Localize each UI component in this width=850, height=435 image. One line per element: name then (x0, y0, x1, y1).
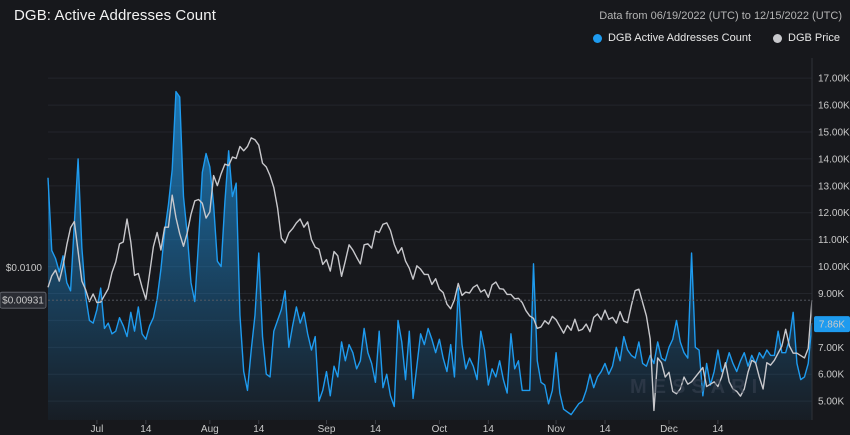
x-tick-label: 14 (253, 424, 265, 435)
y-right-tick-label: 16.00K (818, 101, 850, 112)
legend-label-active: DGB Active Addresses Count (607, 32, 752, 44)
y-right-tick-label: 13.00K (818, 181, 850, 192)
current-active-tag (814, 316, 850, 333)
y-right-tick-label: 9.00K (818, 289, 844, 300)
y-right-tick-label: 7.00K (818, 343, 844, 354)
active-addresses-area (48, 91, 812, 421)
x-tick-label: 14 (370, 424, 382, 435)
current-price-label: $0.00931 (2, 296, 44, 307)
legend-item-active[interactable]: DGB Active Addresses Count (592, 32, 752, 44)
x-tick-label: Sep (318, 424, 336, 435)
x-tick-label: 14 (599, 424, 611, 435)
price-series-dot-icon (773, 33, 783, 43)
x-tick-label: Dec (660, 424, 678, 435)
current-price-tag (0, 291, 47, 309)
y-right-tick-label: 14.00K (818, 154, 850, 165)
y-right-tick-label: 6.00K (818, 370, 844, 381)
y-right-tick-label: 11.00K (818, 235, 849, 246)
x-tick-label: 14 (483, 424, 495, 435)
x-tick-label: Jul (91, 424, 104, 435)
legend-label-price: DGB Price (788, 32, 840, 44)
y-right-tick-label: 17.00K (818, 74, 850, 85)
legend: DGB Active Addresses Count DGB Price (592, 32, 840, 44)
watermark: MESSARI (630, 376, 764, 398)
x-tick-label: Oct (432, 424, 448, 435)
x-tick-label: Aug (201, 424, 219, 435)
y-right-tick-label: 12.00K (818, 208, 850, 219)
active-addresses-line (47, 90, 813, 416)
y-right-tick-label: 5.00K (818, 397, 844, 408)
x-tick-label: Nov (547, 424, 565, 435)
current-active-label: 7.86K (819, 320, 845, 331)
x-tick-label: 14 (140, 424, 152, 435)
legend-item-price[interactable]: DGB Price (773, 32, 840, 44)
x-tick-label: 14 (712, 424, 724, 435)
y-right-tick-label: 15.00K (818, 127, 850, 138)
price-line (47, 137, 813, 412)
y-left-tick-label: $0.0100 (6, 263, 43, 274)
active-series-dot-icon (592, 33, 602, 43)
date-range-text: Data from 06/19/2022 (UTC) to 12/15/2022… (599, 10, 842, 22)
chart-title: DGB: Active Addresses Count (14, 7, 216, 24)
y-right-tick-label: 10.00K (818, 262, 850, 273)
